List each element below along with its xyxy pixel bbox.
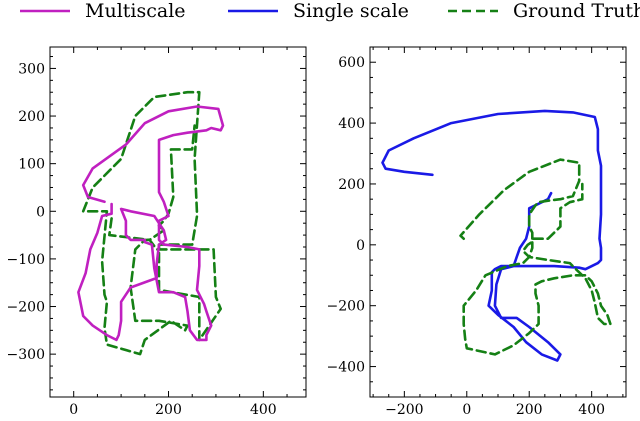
legend-label-single-scale: Single scale xyxy=(293,0,409,22)
y-tick-label: −300 xyxy=(7,347,45,363)
series-line-ground-truth xyxy=(459,158,612,356)
y-tick-label: 0 xyxy=(356,238,365,254)
series-line-multiscale xyxy=(77,105,225,342)
y-tick-label: −200 xyxy=(7,300,45,316)
y-tick-label: 200 xyxy=(18,109,45,125)
x-tick-label: 400 xyxy=(250,402,277,418)
y-tick-label: −100 xyxy=(7,252,45,268)
y-tick-label: −400 xyxy=(327,360,365,376)
left-panel: 0 200 400 −300 −200 −100 0 100 200 300 xyxy=(7,46,307,418)
x-tick-label: 400 xyxy=(578,402,605,418)
y-tick-label: 300 xyxy=(18,61,45,77)
y-tick-label: −200 xyxy=(327,299,365,315)
y-tick-label: 400 xyxy=(338,116,365,132)
legend: Multiscale Single scale Ground Truth xyxy=(20,0,640,22)
series-line-single-scale xyxy=(381,109,603,362)
x-tick-label: 0 xyxy=(462,402,471,418)
right-panel: −200 0 200 400 −400 −200 0 200 400 600 xyxy=(327,46,627,418)
y-tick-label: 200 xyxy=(338,177,365,193)
plot-frame xyxy=(369,46,627,398)
x-tick-label: 200 xyxy=(155,402,182,418)
x-tick-label: 0 xyxy=(69,402,78,418)
plot-frame xyxy=(49,46,307,398)
x-tick-label: −200 xyxy=(385,402,423,418)
legend-label-ground-truth: Ground Truth xyxy=(513,0,640,22)
y-tick-label: 600 xyxy=(338,55,365,71)
series-line-ground-truth xyxy=(81,90,222,356)
y-tick-label: 0 xyxy=(36,204,45,220)
legend-label-multiscale: Multiscale xyxy=(85,0,186,22)
y-tick-label: 100 xyxy=(18,157,45,173)
x-tick-label: 200 xyxy=(516,402,543,418)
